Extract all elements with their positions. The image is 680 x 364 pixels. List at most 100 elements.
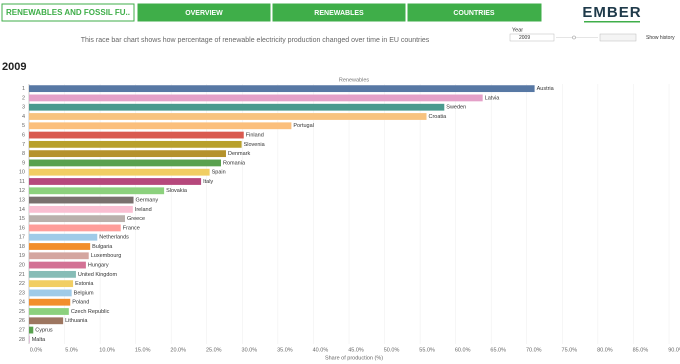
x-tick-label: 75.0% [562,347,578,353]
bar-label: Spain [212,170,226,176]
subtitle: This race bar chart shows how percentage… [81,37,430,44]
rank-label: 18 [19,244,25,250]
rank-label: 21 [19,272,25,278]
x-tick-label: 0.0% [30,347,43,353]
tab[interactable] [407,3,542,22]
bar-label: Slovenia [244,142,266,148]
bar-label: Denmark [228,151,251,157]
x-tick-label: 60.0% [455,347,471,353]
bar [29,335,30,343]
bar [29,261,86,269]
rank-label: 26 [19,318,25,324]
bar [29,243,91,250]
bar [29,224,121,232]
x-tick-label: 40.0% [313,347,329,353]
bar-label: Croatia [429,114,448,120]
rank-label: 2 [22,95,25,101]
bar [29,103,445,111]
rank-label: 12 [19,188,25,194]
bar [29,289,72,297]
bar [29,252,89,260]
bar [29,85,535,93]
bar [29,233,98,241]
bar-label: Poland [72,300,89,306]
year-dropdown[interactable] [509,33,555,42]
x-tick-label: 45.0% [348,347,364,353]
tab-label[interactable]: RENEWABLES [314,10,364,17]
bar [29,140,242,148]
tab[interactable] [137,3,271,22]
rank-label: 20 [19,263,25,269]
tab-label[interactable]: OVERVIEW [185,10,223,17]
logo-underline [584,21,640,23]
x-tick-label: 80.0% [597,347,613,353]
chart-title: Renewables [339,77,370,83]
year-heading: 2009 [2,61,26,73]
rank-label: 17 [19,235,25,241]
slider-handle[interactable] [572,35,576,40]
rank-label: 28 [19,337,25,343]
title-tab[interactable] [1,3,135,22]
bar-label: Cyprus [35,328,53,334]
bar-label: Finland [246,133,264,139]
x-tick-label: 25.0% [206,347,222,353]
bar [29,215,125,223]
bar-label: Netherlands [99,235,129,241]
rank-label: 27 [19,328,25,334]
bar [29,94,483,102]
bar [29,150,226,158]
rank-label: 8 [22,151,25,157]
x-tick-label: 20.0% [170,347,186,353]
bar-label: Romania [223,160,246,166]
logo: EMBER [582,4,641,21]
bar-label: Sweden [446,105,466,111]
year-label: Year [512,27,523,33]
bar [29,205,133,213]
rank-label: 10 [19,170,25,176]
x-tick-label: 90.0% [668,347,680,353]
year-value[interactable]: 2009 [519,35,530,41]
bar-label: Greece [127,216,145,222]
bar-label: France [123,225,140,231]
rank-label: 7 [22,142,25,148]
bar [29,168,210,176]
bar-label: Austria [537,86,555,92]
x-tick-label: 10.0% [99,347,115,353]
dashboard-title: RENEWABLES AND FOSSIL FU.. [6,8,130,17]
bar-label: United Kingdom [78,272,118,278]
rank-label: 19 [19,253,25,259]
bar [29,131,244,139]
bar-label: Portugal [293,123,314,129]
x-tick-label: 65.0% [490,347,506,353]
tab[interactable] [272,3,406,22]
bar [29,178,202,185]
rank-label: 5 [22,123,25,129]
rank-label: 3 [22,105,25,111]
bar-label: Bulgaria [92,244,113,250]
x-axis-title: Share of production (%) [325,355,383,361]
rank-label: 11 [19,179,25,185]
bar-label: Czech Republic [71,309,110,315]
rank-label: 23 [19,290,25,296]
rank-label: 16 [19,225,25,231]
rank-label: 22 [19,281,25,287]
bar [29,280,74,288]
bar-label: Slovakia [166,188,188,194]
tab-label[interactable]: COUNTRIES [453,10,495,17]
bar-label: Belgium [74,290,94,296]
bar-label: Italy [203,179,213,185]
x-tick-label: 15.0% [135,347,151,353]
x-tick-label: 50.0% [384,347,400,353]
rank-label: 25 [19,309,25,315]
show-history[interactable]: Show history [646,35,675,41]
bar [29,317,64,325]
bar-label: Lithuania [65,318,88,324]
x-tick-label: 85.0% [633,347,649,353]
rank-label: 9 [22,160,25,166]
rank-label: 6 [22,133,25,139]
rank-label: 4 [22,114,25,120]
playback-buttons[interactable] [599,33,637,42]
bar [29,113,427,120]
rank-label: 13 [19,198,25,204]
rank-label: 15 [19,216,25,222]
